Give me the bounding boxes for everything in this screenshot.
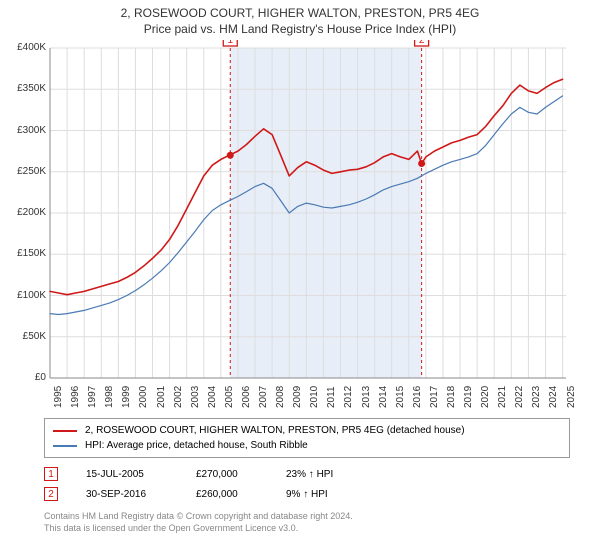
x-tick-label: 2017 xyxy=(429,386,440,408)
legend-row-hpi: HPI: Average price, detached house, Sout… xyxy=(53,438,561,453)
x-tick-label: 2002 xyxy=(173,386,184,408)
y-tick-label: £400K xyxy=(6,42,46,53)
legend-label-property: 2, ROSEWOOD COURT, HIGHER WALTON, PRESTO… xyxy=(85,423,465,438)
x-tick-label: 2010 xyxy=(309,386,320,408)
chart-titles: 2, ROSEWOOD COURT, HIGHER WALTON, PRESTO… xyxy=(0,0,600,40)
x-tick-label: 2015 xyxy=(395,386,406,408)
x-tick-label: 2016 xyxy=(412,386,423,408)
y-tick-label: £350K xyxy=(6,83,46,94)
x-tick-label: 2023 xyxy=(531,386,542,408)
x-tick-label: 2005 xyxy=(224,386,235,408)
sale-marker-2-num: 2 xyxy=(48,489,54,500)
sales-row-1: 1 15-JUL-2005 £270,000 23% ↑ HPI xyxy=(44,464,570,484)
x-tick-label: 2024 xyxy=(548,386,559,408)
y-tick-label: £100K xyxy=(6,290,46,301)
sale-price-2: £260,000 xyxy=(196,489,286,500)
legend-swatch-property xyxy=(53,430,77,432)
legend-label-hpi: HPI: Average price, detached house, Sout… xyxy=(85,438,308,453)
x-tick-label: 1997 xyxy=(87,386,98,408)
chart-title: 2, ROSEWOOD COURT, HIGHER WALTON, PRESTO… xyxy=(10,6,590,20)
x-tick-label: 2014 xyxy=(378,386,389,408)
y-tick-label: £150K xyxy=(6,248,46,259)
y-tick-label: £250K xyxy=(6,166,46,177)
sale-date-1: 15-JUL-2005 xyxy=(86,469,196,480)
footer-line-2: This data is licensed under the Open Gov… xyxy=(44,522,570,534)
sale-marker-2: 2 xyxy=(44,487,58,501)
x-tick-label: 1998 xyxy=(104,386,115,408)
sale-pct-2: 9% ↑ HPI xyxy=(286,489,396,500)
legend-row-property: 2, ROSEWOOD COURT, HIGHER WALTON, PRESTO… xyxy=(53,423,561,438)
x-tick-label: 2019 xyxy=(463,386,474,408)
x-tick-label: 2025 xyxy=(566,386,577,408)
legend-box: 2, ROSEWOOD COURT, HIGHER WALTON, PRESTO… xyxy=(44,418,570,458)
x-tick-label: 2011 xyxy=(326,386,337,408)
y-tick-label: £300K xyxy=(6,125,46,136)
x-tick-label: 2020 xyxy=(480,386,491,408)
sale-marker-1: 1 xyxy=(44,467,58,481)
sales-row-2: 2 30-SEP-2016 £260,000 9% ↑ HPI xyxy=(44,484,570,504)
x-tick-label: 2021 xyxy=(497,386,508,408)
x-tick-label: 2000 xyxy=(138,386,149,408)
x-tick-label: 2003 xyxy=(190,386,201,408)
chart-subtitle: Price paid vs. HM Land Registry's House … xyxy=(10,22,590,36)
x-tick-label: 2004 xyxy=(207,386,218,408)
x-tick-label: 2012 xyxy=(343,386,354,408)
x-tick-label: 2007 xyxy=(258,386,269,408)
x-tick-label: 2006 xyxy=(241,386,252,408)
footer-text: Contains HM Land Registry data © Crown c… xyxy=(44,510,570,534)
legend-swatch-hpi xyxy=(53,445,77,447)
y-tick-label: £0 xyxy=(6,372,46,383)
y-tick-label: £200K xyxy=(6,207,46,218)
chart-svg: 12 xyxy=(6,40,570,382)
x-tick-label: 2001 xyxy=(156,386,167,408)
sale-date-2: 30-SEP-2016 xyxy=(86,489,196,500)
chart-area: £0 £50K £100K £150K £200K £250K £300K £350K £400… xyxy=(6,40,566,410)
x-tick-label: 2009 xyxy=(292,386,303,408)
svg-text:2: 2 xyxy=(419,40,425,46)
x-tick-label: 2022 xyxy=(514,386,525,408)
x-tick-label: 2018 xyxy=(446,386,457,408)
sale-price-1: £270,000 xyxy=(196,469,286,480)
sales-table: 1 15-JUL-2005 £270,000 23% ↑ HPI 2 30-SE… xyxy=(44,464,570,504)
x-tick-label: 2008 xyxy=(275,386,286,408)
y-tick-label: £50K xyxy=(6,331,46,342)
x-tick-label: 2013 xyxy=(361,386,372,408)
x-tick-label: 1996 xyxy=(70,386,81,408)
x-tick-label: 1995 xyxy=(53,386,64,408)
footer-line-1: Contains HM Land Registry data © Crown c… xyxy=(44,510,570,522)
page-container: 2, ROSEWOOD COURT, HIGHER WALTON, PRESTO… xyxy=(0,0,600,534)
svg-text:1: 1 xyxy=(227,40,233,46)
sale-marker-1-num: 1 xyxy=(48,469,54,480)
sale-pct-1: 23% ↑ HPI xyxy=(286,469,396,480)
x-tick-label: 1999 xyxy=(121,386,132,408)
